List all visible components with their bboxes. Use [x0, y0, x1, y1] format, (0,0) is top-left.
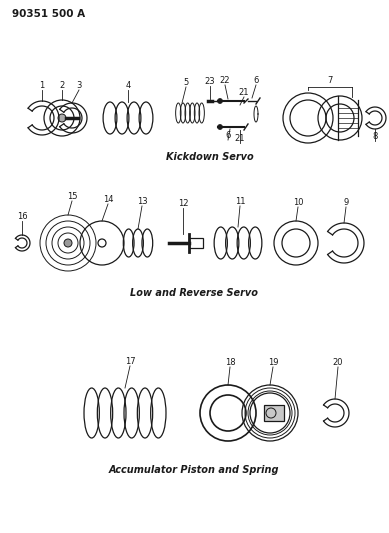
Text: 19: 19 [268, 358, 278, 367]
Text: 13: 13 [137, 197, 147, 206]
Text: 6: 6 [253, 76, 259, 85]
Text: Kickdown Servo: Kickdown Servo [166, 152, 254, 162]
Text: 1: 1 [39, 81, 45, 90]
Text: 5: 5 [183, 78, 189, 87]
Text: 14: 14 [103, 195, 113, 204]
Text: 20: 20 [333, 358, 343, 367]
Text: 15: 15 [67, 192, 77, 201]
Text: 2: 2 [60, 81, 65, 90]
Text: 7: 7 [327, 76, 333, 85]
Text: Accumulator Piston and Spring: Accumulator Piston and Spring [109, 465, 279, 475]
Text: 22: 22 [220, 76, 230, 85]
Text: 4: 4 [125, 81, 131, 90]
Bar [264, 405, 284, 421]
Circle shape [58, 114, 66, 122]
Text: 6: 6 [225, 131, 231, 140]
Text: 8: 8 [372, 132, 378, 141]
Text: 16: 16 [17, 212, 27, 221]
Text: 17: 17 [125, 357, 135, 366]
Text: Low and Reverse Servo: Low and Reverse Servo [130, 288, 258, 298]
Text: 10: 10 [293, 198, 303, 207]
Text: 21: 21 [239, 88, 249, 97]
Text: 90351 500 A: 90351 500 A [12, 9, 85, 19]
Text: 12: 12 [178, 199, 188, 208]
Circle shape [217, 125, 223, 130]
Circle shape [217, 99, 223, 103]
Text: 23: 23 [205, 77, 216, 86]
Bar [189, 238, 203, 248]
Text: 21: 21 [235, 134, 245, 143]
Text: 3: 3 [76, 81, 82, 90]
Circle shape [64, 239, 72, 247]
Text: 9: 9 [343, 198, 349, 207]
Text: 18: 18 [225, 358, 235, 367]
Text: 11: 11 [235, 197, 245, 206]
